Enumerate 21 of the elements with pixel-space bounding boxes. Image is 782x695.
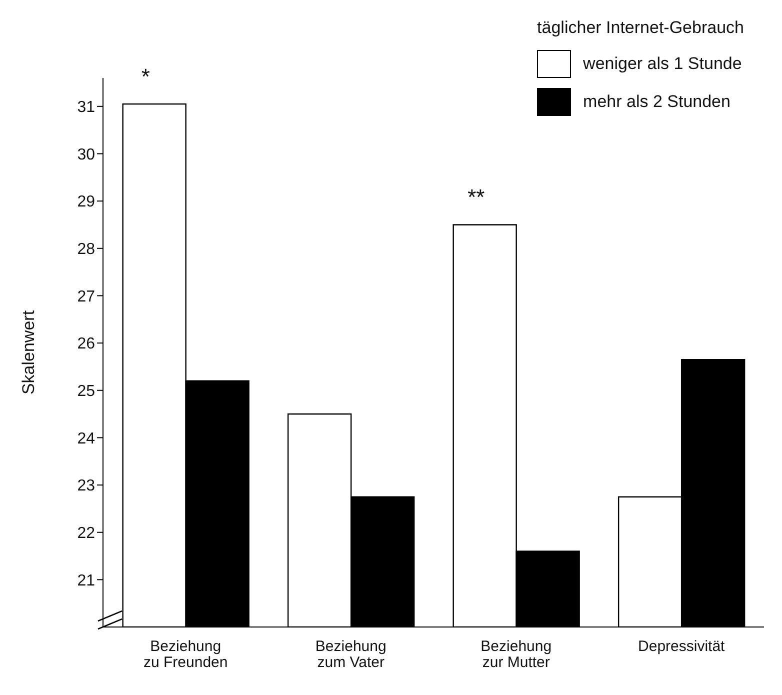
- annotation: **: [468, 184, 486, 210]
- y-tick-label: 30: [77, 146, 96, 164]
- legend-title: täglicher Internet-Gebrauch: [537, 18, 744, 38]
- legend-label: mehr als 2 Stunden: [582, 91, 732, 113]
- y-tick-label: 21: [77, 572, 96, 590]
- y-tick-label: 28: [77, 241, 96, 258]
- y-tick-label: 26: [77, 336, 96, 353]
- y-tick-label: 29: [77, 194, 96, 211]
- y-tick-label: 22: [77, 525, 96, 542]
- x-tick-label: Beziehung zu Freunden: [144, 638, 228, 671]
- x-tick-label: Depressivität: [638, 638, 726, 655]
- x-tick-label: Beziehung zur Mutter: [480, 638, 552, 671]
- y-tick-label: 31: [77, 99, 96, 116]
- annotation: *: [141, 64, 150, 89]
- y-tick-label: 27: [77, 288, 96, 306]
- y-tick-label: 23: [77, 478, 96, 495]
- y-tick-label: 24: [77, 430, 96, 448]
- y-axis-title: Skalenwert: [19, 310, 38, 395]
- legend-label: weniger als 1 Stunde: [582, 53, 743, 75]
- y-tick-label: 25: [77, 383, 96, 400]
- x-tick-label: Beziehung zum Vater: [315, 638, 386, 671]
